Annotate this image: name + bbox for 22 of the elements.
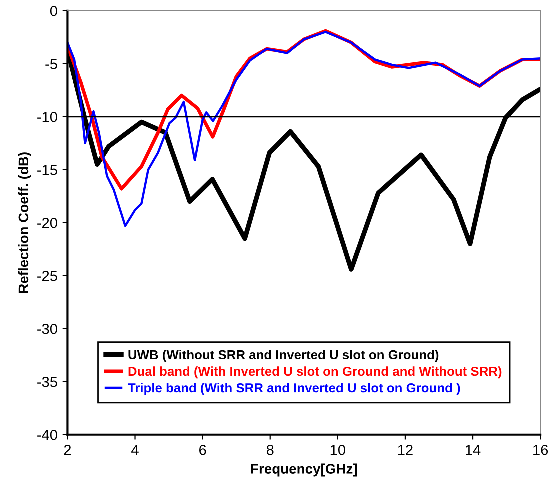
y-tick-label: -40	[38, 430, 58, 440]
y-tick-label: -15	[38, 165, 58, 176]
x-tick-label: 4	[132, 445, 139, 456]
y-tick-label: -25	[38, 271, 58, 282]
y-tick-label: -30	[38, 324, 58, 334]
legend-label: UWB (Without SRR and Inverted U slot on Ground)	[128, 350, 439, 362]
y-tick-label: 0	[50, 6, 58, 16]
legend-label: Dual band (With Inverted U slot on Ground and Without SRR)	[128, 366, 502, 379]
y-tick-label: -5	[46, 59, 58, 70]
y-tick-label: -35	[38, 376, 58, 388]
x-tick-label: 16	[534, 444, 548, 456]
y-tick-label: -10	[38, 112, 58, 122]
x-tick-label: 2	[64, 444, 72, 456]
x-tick-label: 8	[266, 444, 274, 456]
y-tick-label: -20	[38, 218, 58, 228]
x-tick-label: 10	[330, 444, 346, 456]
x-axis-title: Frequency[GHz]	[251, 464, 357, 477]
y-axis-title: Reflection Coeff. (dB)	[18, 152, 32, 293]
x-tick-label: 6	[200, 444, 206, 456]
x-tick-label: 14	[466, 445, 481, 456]
x-tick-label: 12	[398, 444, 413, 456]
legend-label: Triple band (With SRR and Inverted U slot on Ground )	[128, 383, 460, 396]
